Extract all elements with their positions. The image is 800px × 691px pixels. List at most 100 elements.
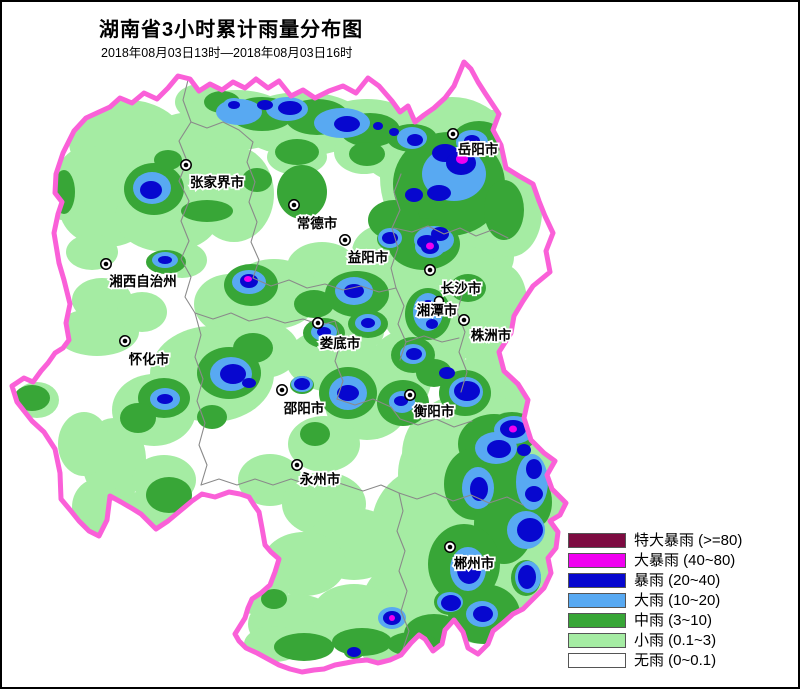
city-marker-dot <box>407 392 413 398</box>
rain-blob-g2 <box>120 403 156 433</box>
rain-blob-b2 <box>439 367 455 379</box>
city-label: 衡阳市 <box>414 403 455 419</box>
prefecture-boundary-line <box>190 121 254 143</box>
prefecture-boundary-line <box>399 418 473 428</box>
rain-blob-g2 <box>242 168 272 192</box>
rain-blob-b2 <box>361 318 375 328</box>
prefecture-boundary-line <box>390 173 402 289</box>
city-marker-dot <box>122 338 128 344</box>
city-marker-dot <box>427 267 433 273</box>
rain-blob-b2 <box>294 378 310 390</box>
rain-blob-g2 <box>450 274 486 302</box>
legend-item-heavy-rain: 大雨 (10~20) <box>568 593 742 608</box>
legend-swatch <box>568 573 626 588</box>
legend-item-downpour-rainstorm: 大暴雨 (40~80) <box>568 553 742 568</box>
city-marker-dot <box>279 387 285 393</box>
city-marker-dot <box>103 261 109 267</box>
city-长沙市: 长沙市 <box>424 264 483 298</box>
city-label: 邵阳市 <box>283 400 325 416</box>
city-marker-dot <box>461 317 467 323</box>
rain-blob-b2 <box>457 556 481 584</box>
rain-legend: 特大暴雨 (>=80) 大暴雨 (40~80) 暴雨 (20~40) 大雨 (10~2… <box>568 533 742 673</box>
rain-blob-b2 <box>257 100 273 110</box>
rain-blob-b2 <box>517 518 543 542</box>
legend-swatch <box>568 533 626 548</box>
rain-blob-g1 <box>72 479 122 535</box>
prefecture-boundary-line <box>252 277 397 293</box>
rain-blob-mg <box>509 425 517 433</box>
rain-blob-g2 <box>146 477 192 513</box>
city-label: 株洲市 <box>471 327 512 343</box>
rain-blob-b2 <box>426 319 438 329</box>
rain-blob-b2 <box>278 101 302 115</box>
legend-item-rainstorm: 暴雨 (20~40) <box>568 573 742 588</box>
rain-blob-b2 <box>317 327 331 337</box>
city-label: 怀化市 <box>129 351 170 367</box>
prefecture-boundary-line <box>398 492 524 506</box>
rain-blob-g2 <box>275 139 319 165</box>
rain-blob-g2 <box>154 150 182 170</box>
city-益阳市: 益阳市 <box>339 234 390 267</box>
rain-blob-b2 <box>334 116 360 132</box>
rain-blob-g2 <box>484 180 524 240</box>
legend-item-no-rain: 无雨 (0~0.1) <box>568 653 742 668</box>
rain-blob-b2 <box>431 227 449 241</box>
city-邵阳市: 邵阳市 <box>276 384 326 418</box>
legend-label: 特大暴雨 (>=80) <box>634 532 743 549</box>
prefecture-boundary-line <box>456 291 468 393</box>
city-湘潭市: 湘潭市 <box>415 295 459 320</box>
city-label: 娄底市 <box>320 335 361 351</box>
legend-label: 小雨 (0.1~3) <box>634 632 717 649</box>
legend-label: 中雨 (3~10) <box>634 612 712 629</box>
rain-blob-b2 <box>344 284 364 298</box>
city-marker-dot <box>291 202 297 208</box>
city-岳阳市: 岳阳市 <box>447 128 500 159</box>
rain-blob-b2 <box>407 134 423 146</box>
prefecture-boundary-line <box>405 335 460 343</box>
legend-label: 大雨 (10~20) <box>634 592 721 609</box>
city-label: 湘潭市 <box>417 302 458 318</box>
rainfall-shading <box>14 84 566 669</box>
map-date-range: 2018年08月03日13时—2018年08月03日16时 <box>101 46 353 60</box>
rain-blob-g1 <box>154 509 214 559</box>
city-label: 郴州市 <box>454 555 495 571</box>
rain-blob-b2 <box>373 122 383 130</box>
rain-blob-b2 <box>157 394 173 404</box>
province-border <box>9 59 569 675</box>
city-label: 湘西自治州 <box>109 273 177 289</box>
prefecture-boundary-line <box>395 287 407 361</box>
rain-blob-g1 <box>55 308 139 356</box>
rain-blob-b2 <box>470 477 488 501</box>
legend-swatch <box>568 653 626 668</box>
map-title: 湖南省3小时累计雨量分布图 <box>99 19 364 41</box>
city-marker-dot <box>183 162 189 168</box>
rain-blob-mg <box>244 276 252 282</box>
legend-label: 大暴雨 (40~80) <box>634 552 736 569</box>
city-marker-dot <box>450 131 456 137</box>
rain-blob-b2 <box>337 385 359 401</box>
rain-blob-g2 <box>294 290 334 318</box>
city-label: 益阳市 <box>348 249 389 265</box>
legend-item-extraordinary-rainstorm: 特大暴雨 (>=80) <box>568 533 742 548</box>
rain-blob-g2 <box>181 200 233 222</box>
rain-blob-b2 <box>394 396 408 406</box>
rain-blob-g2 <box>233 333 273 363</box>
prefecture-boundary-line <box>393 225 509 239</box>
city-label: 常德市 <box>297 215 338 231</box>
rain-blob-b2 <box>473 606 493 622</box>
rain-blob-b2 <box>158 256 172 264</box>
rain-blob-b2 <box>242 378 256 388</box>
rain-blob-g1 <box>117 292 167 332</box>
city-label: 永州市 <box>300 471 341 487</box>
rain-blob-g2 <box>368 200 420 240</box>
prefecture-boundaries <box>178 79 524 650</box>
rain-blob-b2 <box>441 595 461 611</box>
rain-blob-b2 <box>464 135 480 147</box>
rain-blob-b2 <box>487 440 511 458</box>
rain-blob-g2 <box>197 405 227 429</box>
rain-blob-b2 <box>220 364 246 384</box>
legend-swatch <box>568 553 626 568</box>
rain-blob-mg <box>456 154 468 164</box>
rain-blob-b2 <box>427 185 451 201</box>
